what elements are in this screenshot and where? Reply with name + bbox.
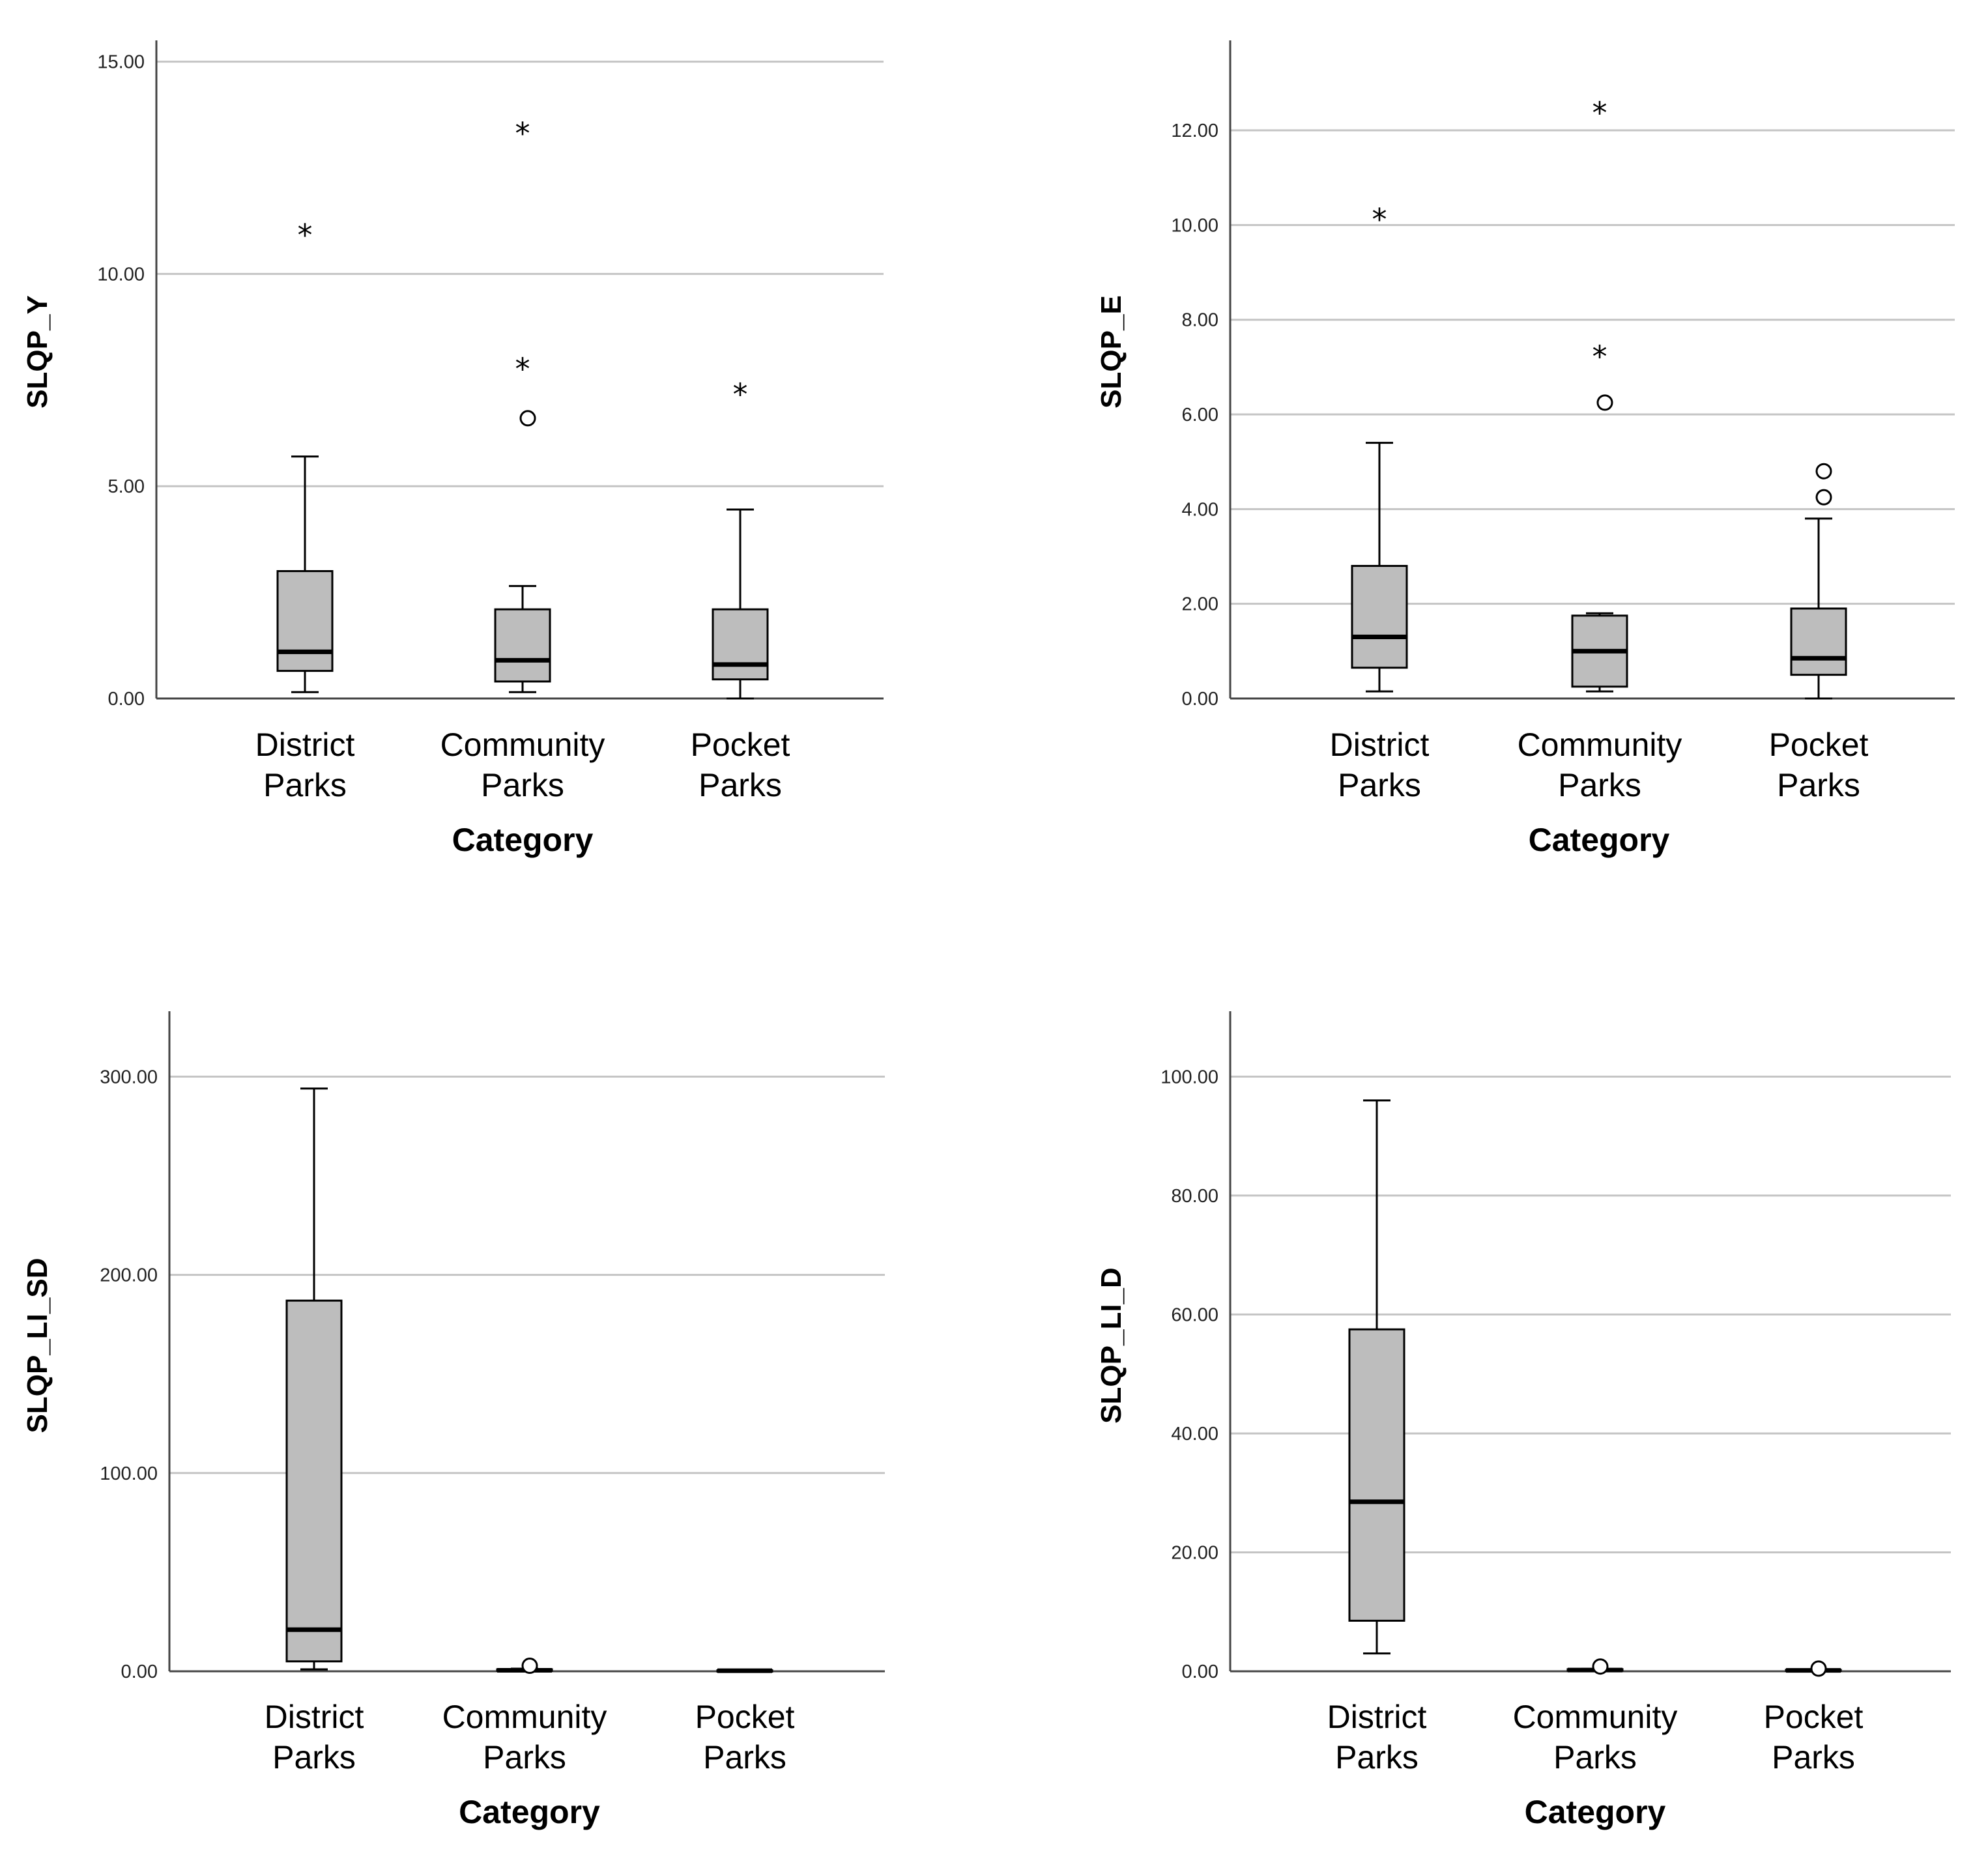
y-tick-label: 15.00 [97, 52, 145, 73]
outlier-point [1815, 489, 1832, 506]
box-district-parks: * [1351, 202, 1408, 693]
y-tick-label: 0.00 [1182, 689, 1218, 710]
y-tick-label: 10.00 [97, 264, 145, 285]
iqr-box [494, 608, 551, 683]
box-pocket-parks [1790, 463, 1847, 700]
category-label-district: Parks [272, 1739, 356, 1776]
box-district-parks [1348, 1099, 1405, 1655]
box-community-parks: ** [494, 116, 551, 693]
iqr-box [1348, 1328, 1405, 1622]
outlier-point [1596, 394, 1613, 411]
category-label-community: Community [1513, 1699, 1678, 1735]
category-label-community: Community [440, 726, 605, 763]
category-label-district: Parks [263, 767, 347, 803]
chart-panel-slqp-li-sd: 0.00 100.00 200.00 300.00 District Parks Commu… [22, 1011, 885, 1830]
y-axis-title: SLQP_Y [22, 295, 53, 409]
box-district-parks [285, 1087, 343, 1671]
box-community-parks: ** [1571, 95, 1628, 693]
y-tick-label: 0.00 [121, 1661, 158, 1682]
y-tick-label: 12.00 [1171, 121, 1218, 141]
box-pocket-parks [716, 1668, 773, 1673]
y-tick-label: 100.00 [1160, 1067, 1218, 1087]
iqr-box [1351, 565, 1408, 669]
chart-panel-slqp-e: 0.00 2.00 4.00 6.00 8.00 10.00 12.00 * District P… [1095, 40, 1955, 858]
y-tick-label: 80.00 [1171, 1186, 1218, 1207]
category-label-pocket: Parks [1772, 1739, 1855, 1776]
category-label-pocket: Pocket [695, 1699, 795, 1735]
category-label-district: Parks [1335, 1739, 1419, 1776]
extreme-point: * [515, 351, 530, 386]
outlier-point [519, 410, 536, 427]
chart-panel-slqp-li-d: 0.00 20.00 40.00 60.00 80.00 100.00 District Pa… [1095, 1011, 1951, 1830]
iqr-box [712, 608, 769, 681]
category-label-community: Community [1518, 726, 1682, 763]
y-tick-label: 300.00 [100, 1067, 158, 1087]
y-tick-label: 60.00 [1171, 1304, 1218, 1325]
x-axis-title: Category [452, 822, 594, 858]
iqr-box [276, 570, 334, 672]
y-axis-title: SLQP_LI_SD [22, 1258, 53, 1433]
category-label-pocket: Parks [1777, 767, 1860, 803]
category-label-district: District [255, 726, 355, 763]
y-tick-label: 4.00 [1182, 499, 1218, 520]
extreme-point: * [733, 377, 748, 412]
category-label-district: District [1327, 1699, 1427, 1735]
y-tick-label: 10.00 [1171, 215, 1218, 236]
extreme-point: * [1592, 95, 1607, 130]
category-label-district: District [1330, 726, 1430, 763]
outlier-point [1810, 1660, 1827, 1677]
extreme-point: * [515, 116, 530, 151]
category-label-community: Parks [483, 1739, 566, 1776]
outlier-point [1815, 463, 1832, 480]
y-axis-title: SLQP_LI_D [1095, 1267, 1127, 1424]
box-community-parks [1566, 1658, 1624, 1675]
y-tick-label: 5.00 [108, 476, 145, 497]
outlier-point [521, 1657, 538, 1674]
y-tick-label: 200.00 [100, 1265, 158, 1286]
outlier-point [1592, 1658, 1609, 1675]
category-label-community: Parks [1558, 767, 1641, 803]
extreme-point: * [1592, 339, 1607, 375]
box-community-parks [496, 1657, 553, 1674]
category-label-community: Parks [1553, 1739, 1637, 1776]
category-label-community: Parks [481, 767, 564, 803]
y-tick-label: 20.00 [1171, 1542, 1218, 1563]
category-label-community: Community [442, 1699, 607, 1735]
y-tick-label: 100.00 [100, 1463, 158, 1484]
box-district-parks: * [276, 218, 334, 693]
category-label-pocket: Pocket [1769, 726, 1869, 763]
category-label-pocket: Parks [699, 767, 782, 803]
y-tick-label: 2.00 [1182, 594, 1218, 615]
extreme-point: * [1372, 202, 1387, 237]
x-axis-title: Category [1529, 822, 1670, 858]
iqr-box [285, 1299, 343, 1663]
category-label-pocket: Pocket [691, 726, 790, 763]
y-tick-label: 0.00 [1182, 1661, 1218, 1682]
y-axis-title: SLQP_E [1095, 295, 1127, 409]
category-label-district: District [265, 1699, 364, 1735]
extreme-point: * [298, 218, 313, 253]
category-label-pocket: Pocket [1764, 1699, 1864, 1735]
iqr-box [1790, 607, 1847, 676]
x-axis-title: Category [459, 1794, 600, 1830]
category-label-pocket: Parks [703, 1739, 786, 1776]
y-tick-label: 6.00 [1182, 405, 1218, 425]
category-label-district: Parks [1338, 767, 1421, 803]
y-tick-label: 0.00 [108, 689, 145, 710]
y-tick-label: 40.00 [1171, 1424, 1218, 1445]
box-pocket-parks: * [712, 377, 769, 700]
y-tick-label: 8.00 [1182, 310, 1218, 331]
box-pocket-parks [1785, 1660, 1842, 1677]
chart-panel-slqp-y: 0.005.0010.0015.00*DistrictParks**Commun… [22, 40, 884, 858]
x-axis-title: Category [1525, 1794, 1666, 1830]
